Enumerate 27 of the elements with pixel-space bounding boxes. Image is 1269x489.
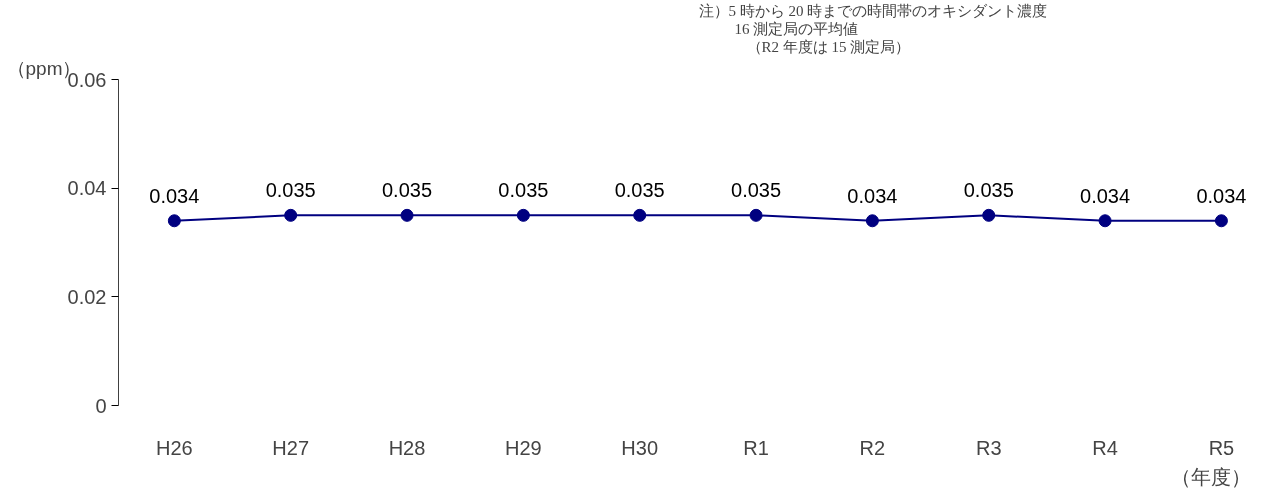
x-tick-label: R1 [743,436,769,459]
x-tick-label: R3 [975,436,1002,459]
data-label: 0.035 [265,179,316,202]
x-tick-label: H28 [388,436,426,459]
x-tick-label: H30 [621,436,659,459]
y-tick-label: 0 [95,394,107,417]
y-tick-label: 0.04 [67,177,107,200]
text: 注）5 時から 20 時までの時間帯のオキシダント濃度 [698,2,1048,19]
x-tick-label: H29 [505,436,542,459]
data-label: 0.034 [1196,184,1247,207]
data-label: 0.034 [847,184,898,207]
x-axis-title: （年度） [1170,465,1251,488]
text: 16 測定局の平均値 [734,20,859,37]
data-label: 0.034 [149,184,200,207]
x-tick-label: R4 [1092,436,1118,459]
data-label: 0.035 [498,179,549,202]
data-label: 0.035 [963,179,1014,202]
text: （R2 年度は 15 測定局） [746,38,911,55]
x-tick-label: R5 [1208,436,1235,459]
x-tick-label: H27 [272,436,310,459]
data-label: 0.035 [731,179,782,202]
y-tick-label: 0.02 [67,285,107,308]
data-label: 0.034 [1080,184,1131,207]
x-tick-label: R2 [859,436,886,459]
data-label: 0.035 [382,179,433,202]
data-label: 0.035 [614,179,665,202]
x-tick-label: H26 [156,436,193,459]
